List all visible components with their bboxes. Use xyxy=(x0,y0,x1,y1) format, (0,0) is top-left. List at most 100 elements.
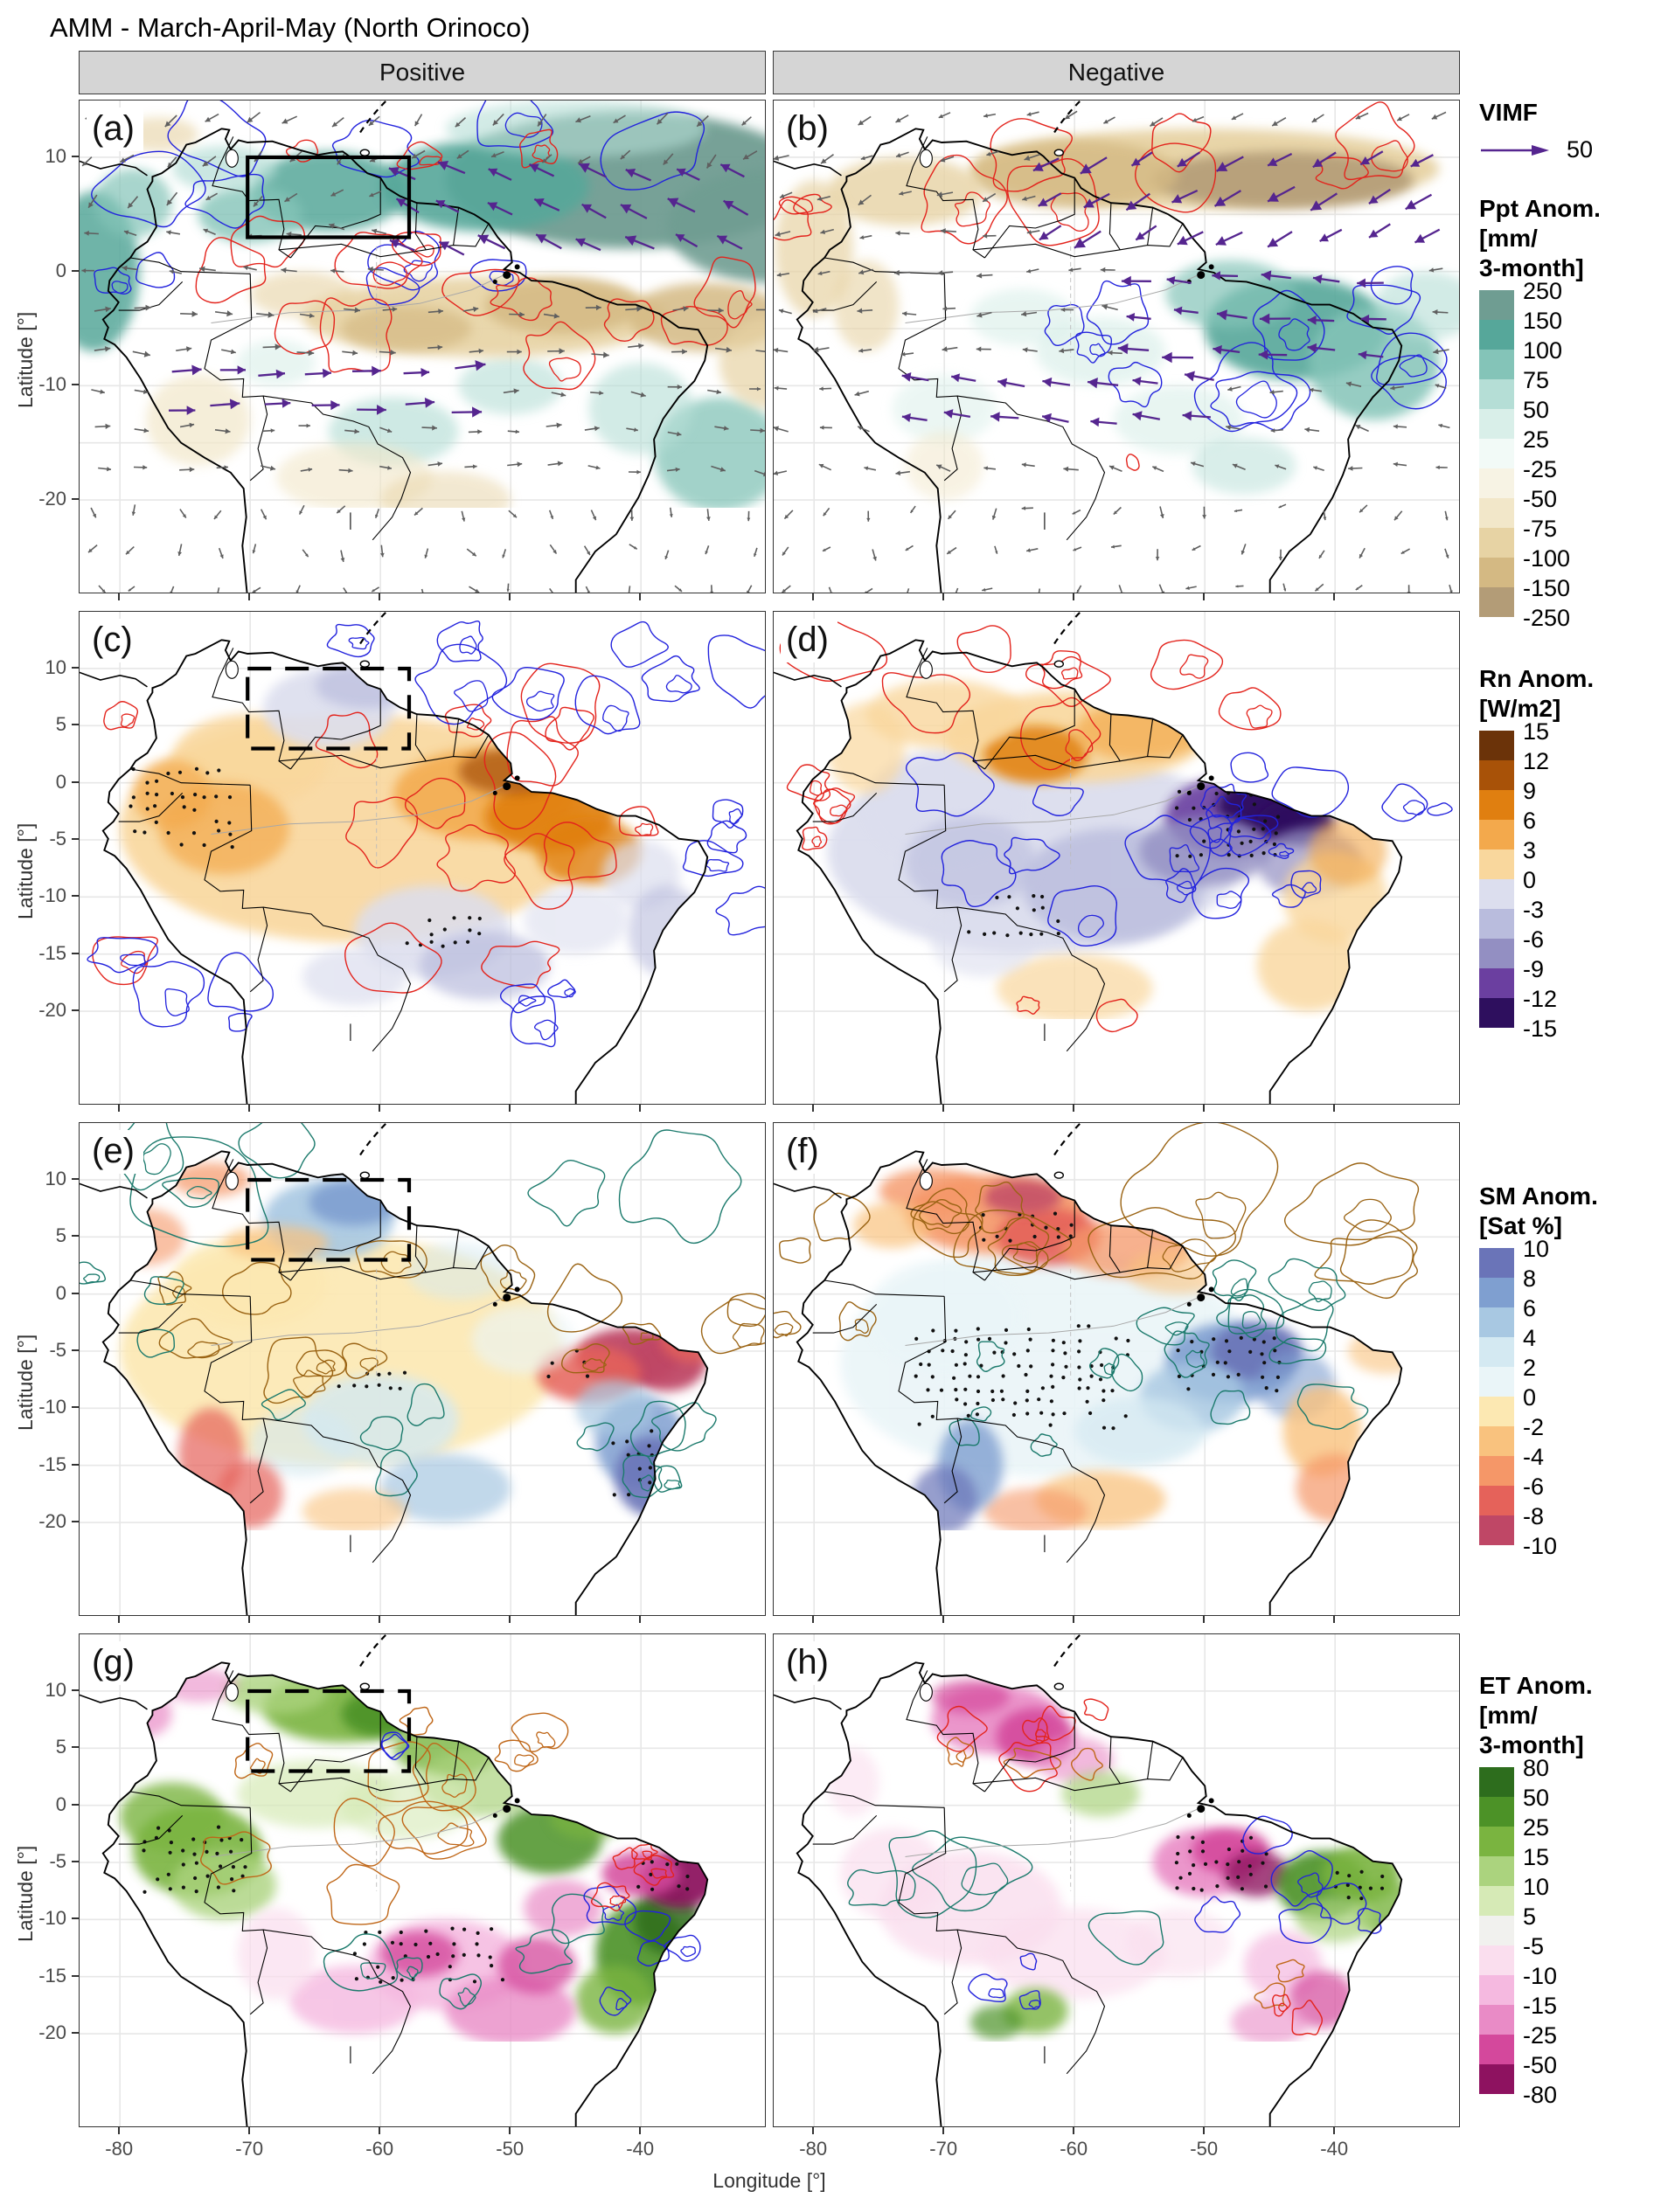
map-canvas-a xyxy=(80,101,765,593)
legend-swatch xyxy=(1479,731,1514,760)
y-tick-label: 5 xyxy=(55,1736,66,1758)
legend-tick-label: 5 xyxy=(1523,1903,1537,1930)
legend-swatch xyxy=(1479,1945,1514,1975)
legend-tick-label: 12 xyxy=(1523,748,1550,774)
x-tick-label: -50 xyxy=(496,2138,525,2160)
legend-swatch xyxy=(1479,1916,1514,1945)
x-tick-label: -70 xyxy=(929,2138,958,2160)
y-tick-mark xyxy=(72,952,79,954)
legend-sm: SM Anom. [Sat %] 10 8 6 4 2 0 -2 -4 -6 -8 -10 xyxy=(1479,1182,1654,1558)
x-tick-mark xyxy=(639,593,642,600)
x-tick-mark xyxy=(812,1105,815,1112)
y-tick-mark xyxy=(72,498,79,501)
x-tick-mark xyxy=(812,593,815,600)
y-tick-label: 10 xyxy=(45,144,66,167)
y-tick-mark xyxy=(72,1917,79,1920)
legend-swatch xyxy=(1479,1975,1514,2005)
x-tick-mark xyxy=(118,593,121,600)
panel-label: (a) xyxy=(87,107,143,151)
legend-swatch xyxy=(1479,587,1514,617)
legend-swatch xyxy=(1479,409,1514,439)
y-tick-mark xyxy=(72,1521,79,1523)
x-tick-mark xyxy=(1073,1616,1075,1623)
panel-label: (b) xyxy=(781,107,837,151)
y-axis-title: Latitude [°] xyxy=(14,822,37,919)
x-tick-mark xyxy=(1203,2127,1206,2134)
y-tick-label: 5 xyxy=(55,713,66,736)
map-panel-d: (d) xyxy=(773,611,1460,1105)
x-tick-mark xyxy=(942,2127,945,2134)
x-tick-mark xyxy=(248,1616,251,1623)
legend-swatch xyxy=(1479,2005,1514,2035)
y-tick-label: 0 xyxy=(55,259,66,281)
x-tick-mark xyxy=(639,1105,642,1112)
x-tick-label: -50 xyxy=(1190,2138,1219,2160)
y-tick-mark xyxy=(72,780,79,783)
x-tick-mark xyxy=(1333,1616,1336,1623)
legend-swatch xyxy=(1479,1515,1514,1545)
y-tick-label: -15 xyxy=(38,1964,66,1987)
x-tick-mark xyxy=(509,1616,511,1623)
map-canvas-h xyxy=(774,1634,1459,2126)
legend-tick-label: 80 xyxy=(1523,1755,1550,1781)
y-axis-title: Latitude [°] xyxy=(14,1334,37,1431)
map-panel-h: (h) xyxy=(773,1633,1460,2127)
legend-swatch xyxy=(1479,1827,1514,1856)
legend-title-line: [Sat %] xyxy=(1479,1212,1562,1239)
facet-header-positive: Positive xyxy=(79,51,766,94)
y-tick-mark xyxy=(72,895,79,898)
y-tick-mark xyxy=(72,1009,79,1012)
legend-title-line: 3-month] xyxy=(1479,254,1584,281)
legend-swatch xyxy=(1479,320,1514,350)
legend-swatch xyxy=(1479,498,1514,528)
legend-tick-label: -80 xyxy=(1523,2082,1558,2108)
legend-tick-label: 3 xyxy=(1523,837,1537,863)
legend-swatch xyxy=(1479,939,1514,968)
legend-swatch xyxy=(1479,350,1514,379)
y-tick-label: -10 xyxy=(38,884,66,907)
y-axis-title: Latitude [°] xyxy=(14,311,37,408)
legend-title-line: [mm/ xyxy=(1479,225,1538,252)
legend-swatch xyxy=(1479,439,1514,468)
y-tick-mark xyxy=(72,1861,79,1862)
x-tick-mark xyxy=(379,1105,381,1112)
legend-tick-label: 250 xyxy=(1523,278,1563,304)
vimf-title: VIMF xyxy=(1479,99,1538,126)
map-canvas-b xyxy=(774,101,1459,593)
x-tick-label: -60 xyxy=(365,2138,394,2160)
legend-tick-label: -15 xyxy=(1523,1993,1558,2019)
map-canvas-g xyxy=(80,1634,765,2126)
legend-tick-label: 15 xyxy=(1523,718,1550,745)
study-region-box xyxy=(246,1688,412,1773)
study-region-box xyxy=(246,155,412,239)
x-tick-mark xyxy=(248,2127,251,2134)
legend-swatch xyxy=(1479,909,1514,939)
y-axis-title: Latitude [°] xyxy=(14,1845,37,1942)
legend-tick-label: 10 xyxy=(1523,1236,1550,1262)
facet-header-negative: Negative xyxy=(773,51,1460,94)
legend-tick-label: -15 xyxy=(1523,1016,1558,1042)
x-tick-mark xyxy=(1203,1616,1206,1623)
legend-tick-label: 100 xyxy=(1523,337,1563,364)
y-tick-mark xyxy=(72,1746,79,1749)
legend-tick-label: -9 xyxy=(1523,956,1545,982)
legend-tick-label: -10 xyxy=(1523,1533,1558,1559)
x-tick-mark xyxy=(639,2127,642,2134)
legend-swatch xyxy=(1479,1456,1514,1486)
legend-et: ET Anom. [mm/3-month] 80 50 25 15 10 5 -5 -10 -15 -… xyxy=(1479,1671,1654,2107)
vimf-value: 50 xyxy=(1567,136,1594,163)
legend-swatch xyxy=(1479,1797,1514,1827)
figure-title: AMM - March-April-May (North Orinoco) xyxy=(50,12,531,43)
y-tick-label: 0 xyxy=(55,1281,66,1304)
legend-tick-label: 10 xyxy=(1523,1874,1550,1900)
legend-ppt: Ppt Anom. [mm/3-month] 250 150 100 75 50 25 -25 -… xyxy=(1479,194,1654,630)
legend-title-line: SM Anom. xyxy=(1479,1182,1598,1210)
x-tick-mark xyxy=(509,1105,511,1112)
panel-label: (d) xyxy=(781,619,837,662)
y-tick-label: -10 xyxy=(38,1907,66,1930)
legend-colorbar: 10 8 6 4 2 0 -2 -4 -6 -8 -10 xyxy=(1479,1237,1654,1558)
y-tick-mark xyxy=(72,1803,79,1806)
study-region-box xyxy=(246,666,412,751)
legend-swatch xyxy=(1479,290,1514,320)
x-tick-mark xyxy=(118,1616,121,1623)
